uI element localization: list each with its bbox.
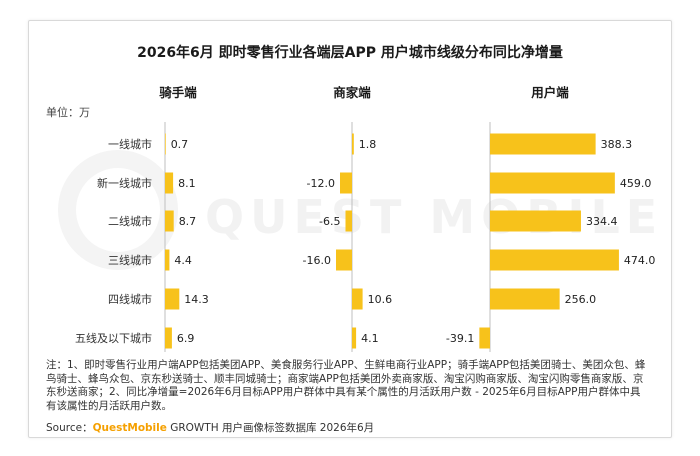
data-label-merchant: -12.0 — [307, 177, 335, 190]
data-label-rider: 6.9 — [177, 332, 195, 345]
category-label: 一线城市 — [108, 137, 152, 151]
bar-merchant — [352, 288, 363, 310]
category-label: 新一线城市 — [97, 176, 152, 190]
data-label-rider: 4.4 — [174, 254, 192, 267]
data-label-rider: 8.7 — [179, 215, 197, 228]
panel-title-rider: 骑手端 — [159, 85, 197, 100]
bar-rider — [165, 249, 170, 271]
panel-title-user: 用户端 — [531, 85, 569, 100]
bar-user — [490, 133, 596, 155]
data-label-rider: 14.3 — [184, 293, 209, 306]
category-label: 二线城市 — [108, 214, 152, 228]
bar-user — [490, 288, 560, 310]
bar-merchant — [345, 210, 352, 232]
bar-rider — [165, 327, 172, 349]
chart-title: 2026年6月 即时零售行业各端层APP 用户城市线级分布同比净增量 — [137, 45, 563, 61]
data-label-user: -39.1 — [446, 332, 474, 345]
source-rest: GROWTH 用户画像标签数据库 2026年6月 — [166, 422, 375, 434]
source-brand: QuestMobile — [92, 422, 167, 434]
data-label-user: 459.0 — [620, 177, 652, 190]
source-prefix: Source： — [46, 422, 93, 434]
data-label-user: 388.3 — [601, 138, 633, 151]
bar-merchant — [352, 133, 354, 155]
source-line: Source：QuestMobile GROWTH 用户画像标签数据库 2026… — [46, 420, 374, 435]
data-label-user: 334.4 — [586, 215, 618, 228]
bar-merchant — [340, 172, 352, 194]
data-label-merchant: 10.6 — [368, 293, 393, 306]
category-label: 四线城市 — [108, 292, 152, 306]
watermark-text: QUEST MOBILE — [205, 190, 664, 244]
unit-label: 单位：万 — [46, 106, 90, 119]
bar-merchant — [352, 327, 357, 349]
bar-merchant — [336, 249, 352, 271]
bar-user — [490, 249, 619, 271]
data-label-user: 474.0 — [624, 254, 656, 267]
bar-user — [479, 327, 490, 349]
category-label: 五线及以下城市 — [75, 331, 152, 345]
data-label-rider: 0.7 — [171, 138, 189, 151]
data-label-merchant: -16.0 — [303, 254, 331, 267]
category-label: 三线城市 — [108, 253, 152, 267]
bar-rider — [165, 133, 166, 155]
bar-rider — [165, 210, 174, 232]
panel-title-merchant: 商家端 — [333, 85, 371, 100]
bar-rider — [165, 172, 174, 194]
bar-user — [490, 210, 581, 232]
data-label-rider: 8.1 — [178, 177, 196, 190]
data-label-merchant: 4.1 — [361, 332, 379, 345]
data-label-merchant: 1.8 — [359, 138, 377, 151]
bar-rider — [165, 288, 180, 310]
data-label-user: 256.0 — [565, 293, 597, 306]
footnote: 注：1、即时零售行业用户端APP包括美团APP、美食服务行业APP、生鲜电商行业… — [46, 359, 646, 412]
bar-user — [490, 172, 615, 194]
data-label-merchant: -6.5 — [319, 215, 340, 228]
